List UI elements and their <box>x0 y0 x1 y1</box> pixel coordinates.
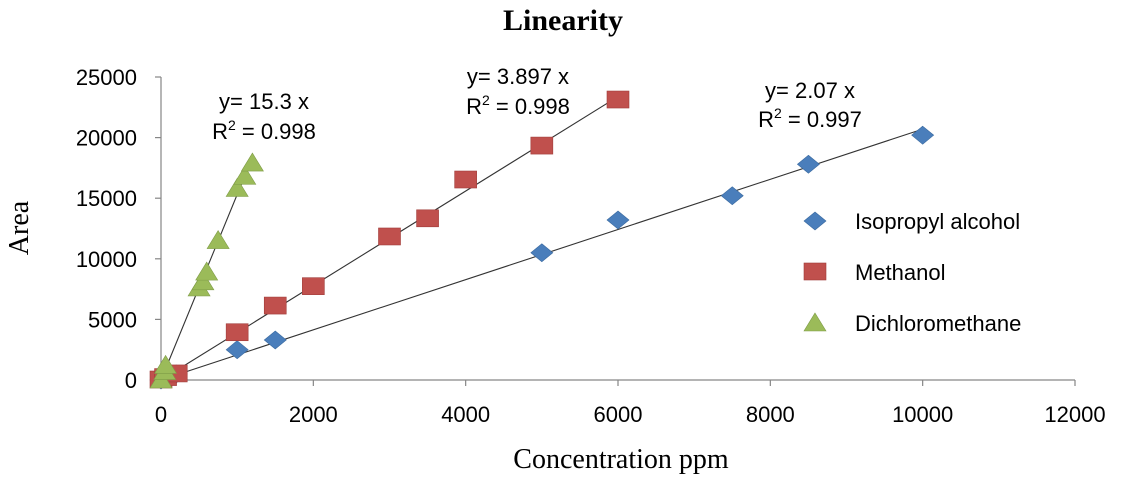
point-methanol <box>530 136 554 155</box>
x-tick-label: 4000 <box>441 402 490 427</box>
legend-marker-isopropyl-alcohol <box>803 211 827 231</box>
point-methanol <box>378 227 401 246</box>
y-tick-label: 0 <box>125 368 137 393</box>
legend-label-dichloromethane: Dichloromethane <box>855 311 1021 336</box>
y-tick-label: 20000 <box>76 126 137 151</box>
r-squared-symbol: R <box>466 94 482 119</box>
data-points <box>149 90 935 390</box>
point-methanol <box>225 323 249 342</box>
point-isopropyl-alcohol <box>720 186 744 206</box>
x-tick-label: 6000 <box>594 402 643 427</box>
x-axis-label: Concentration ppm <box>513 444 729 475</box>
y-tick-label: 10000 <box>76 247 137 272</box>
y-tick-label: 5000 <box>88 307 137 332</box>
point-methanol <box>606 90 630 109</box>
r-squared-value: = 0.998 <box>236 119 316 144</box>
point-methanol <box>416 209 439 228</box>
point-methanol <box>263 296 287 315</box>
point-dichloromethane <box>206 230 230 249</box>
r-squared-symbol: R <box>758 107 774 132</box>
r-squared-dichloromethane: R2 = 0.998 <box>212 117 316 144</box>
r-squared-value: = 0.997 <box>782 107 862 132</box>
equation-dichloromethane: y= 15.3 x <box>219 89 309 114</box>
point-dichloromethane <box>233 165 257 185</box>
point-isopropyl-alcohol <box>530 243 554 263</box>
r-squared-superscript: 2 <box>482 92 490 108</box>
legend-marker-methanol <box>803 262 827 281</box>
point-dichloromethane <box>154 354 178 374</box>
legend-label-isopropyl-alcohol: Isopropyl alcohol <box>855 209 1020 234</box>
chart-title: Linearity <box>503 4 623 37</box>
r-squared-isopropyl-alcohol: R2 = 0.997 <box>758 105 862 132</box>
equation-methanol: y= 3.897 x <box>467 64 569 89</box>
y-tick-label: 15000 <box>76 186 137 211</box>
r-squared-value: = 0.998 <box>490 94 570 119</box>
point-methanol <box>302 277 325 295</box>
r-squared-methanol: R2 = 0.998 <box>466 92 570 119</box>
r-squared-symbol: R <box>212 119 228 144</box>
x-tick-label: 12000 <box>1044 402 1105 427</box>
x-tick-label: 2000 <box>289 402 338 427</box>
x-tick-label: 0 <box>155 402 167 427</box>
point-dichloromethane <box>195 261 219 281</box>
axes: 0 5000 10000 15000 20000 25000 0 2000 4000 6000 80… <box>76 65 1106 427</box>
point-isopropyl-alcohol <box>263 330 287 350</box>
point-isopropyl-alcohol <box>225 340 249 360</box>
y-axis-label: Area <box>4 200 35 255</box>
point-dichloromethane <box>191 271 215 291</box>
point-isopropyl-alcohol <box>796 154 820 174</box>
equation-isopropyl-alcohol: y= 2.07 x <box>765 78 855 103</box>
legend: Isopropyl alcohol Methanol Dichloromethane <box>803 209 1021 336</box>
r-squared-superscript: 2 <box>228 117 236 133</box>
point-methanol <box>454 170 477 189</box>
r-squared-superscript: 2 <box>774 105 782 121</box>
point-dichloromethane <box>225 177 249 197</box>
point-isopropyl-alcohol <box>606 210 630 230</box>
y-tick-label: 25000 <box>76 65 137 90</box>
x-tick-label: 8000 <box>746 402 795 427</box>
point-isopropyl-alcohol <box>911 125 935 145</box>
x-tick-label: 10000 <box>892 402 953 427</box>
point-dichloromethane <box>240 152 264 172</box>
legend-label-methanol: Methanol <box>855 260 946 285</box>
legend-marker-dichloromethane <box>803 312 827 332</box>
